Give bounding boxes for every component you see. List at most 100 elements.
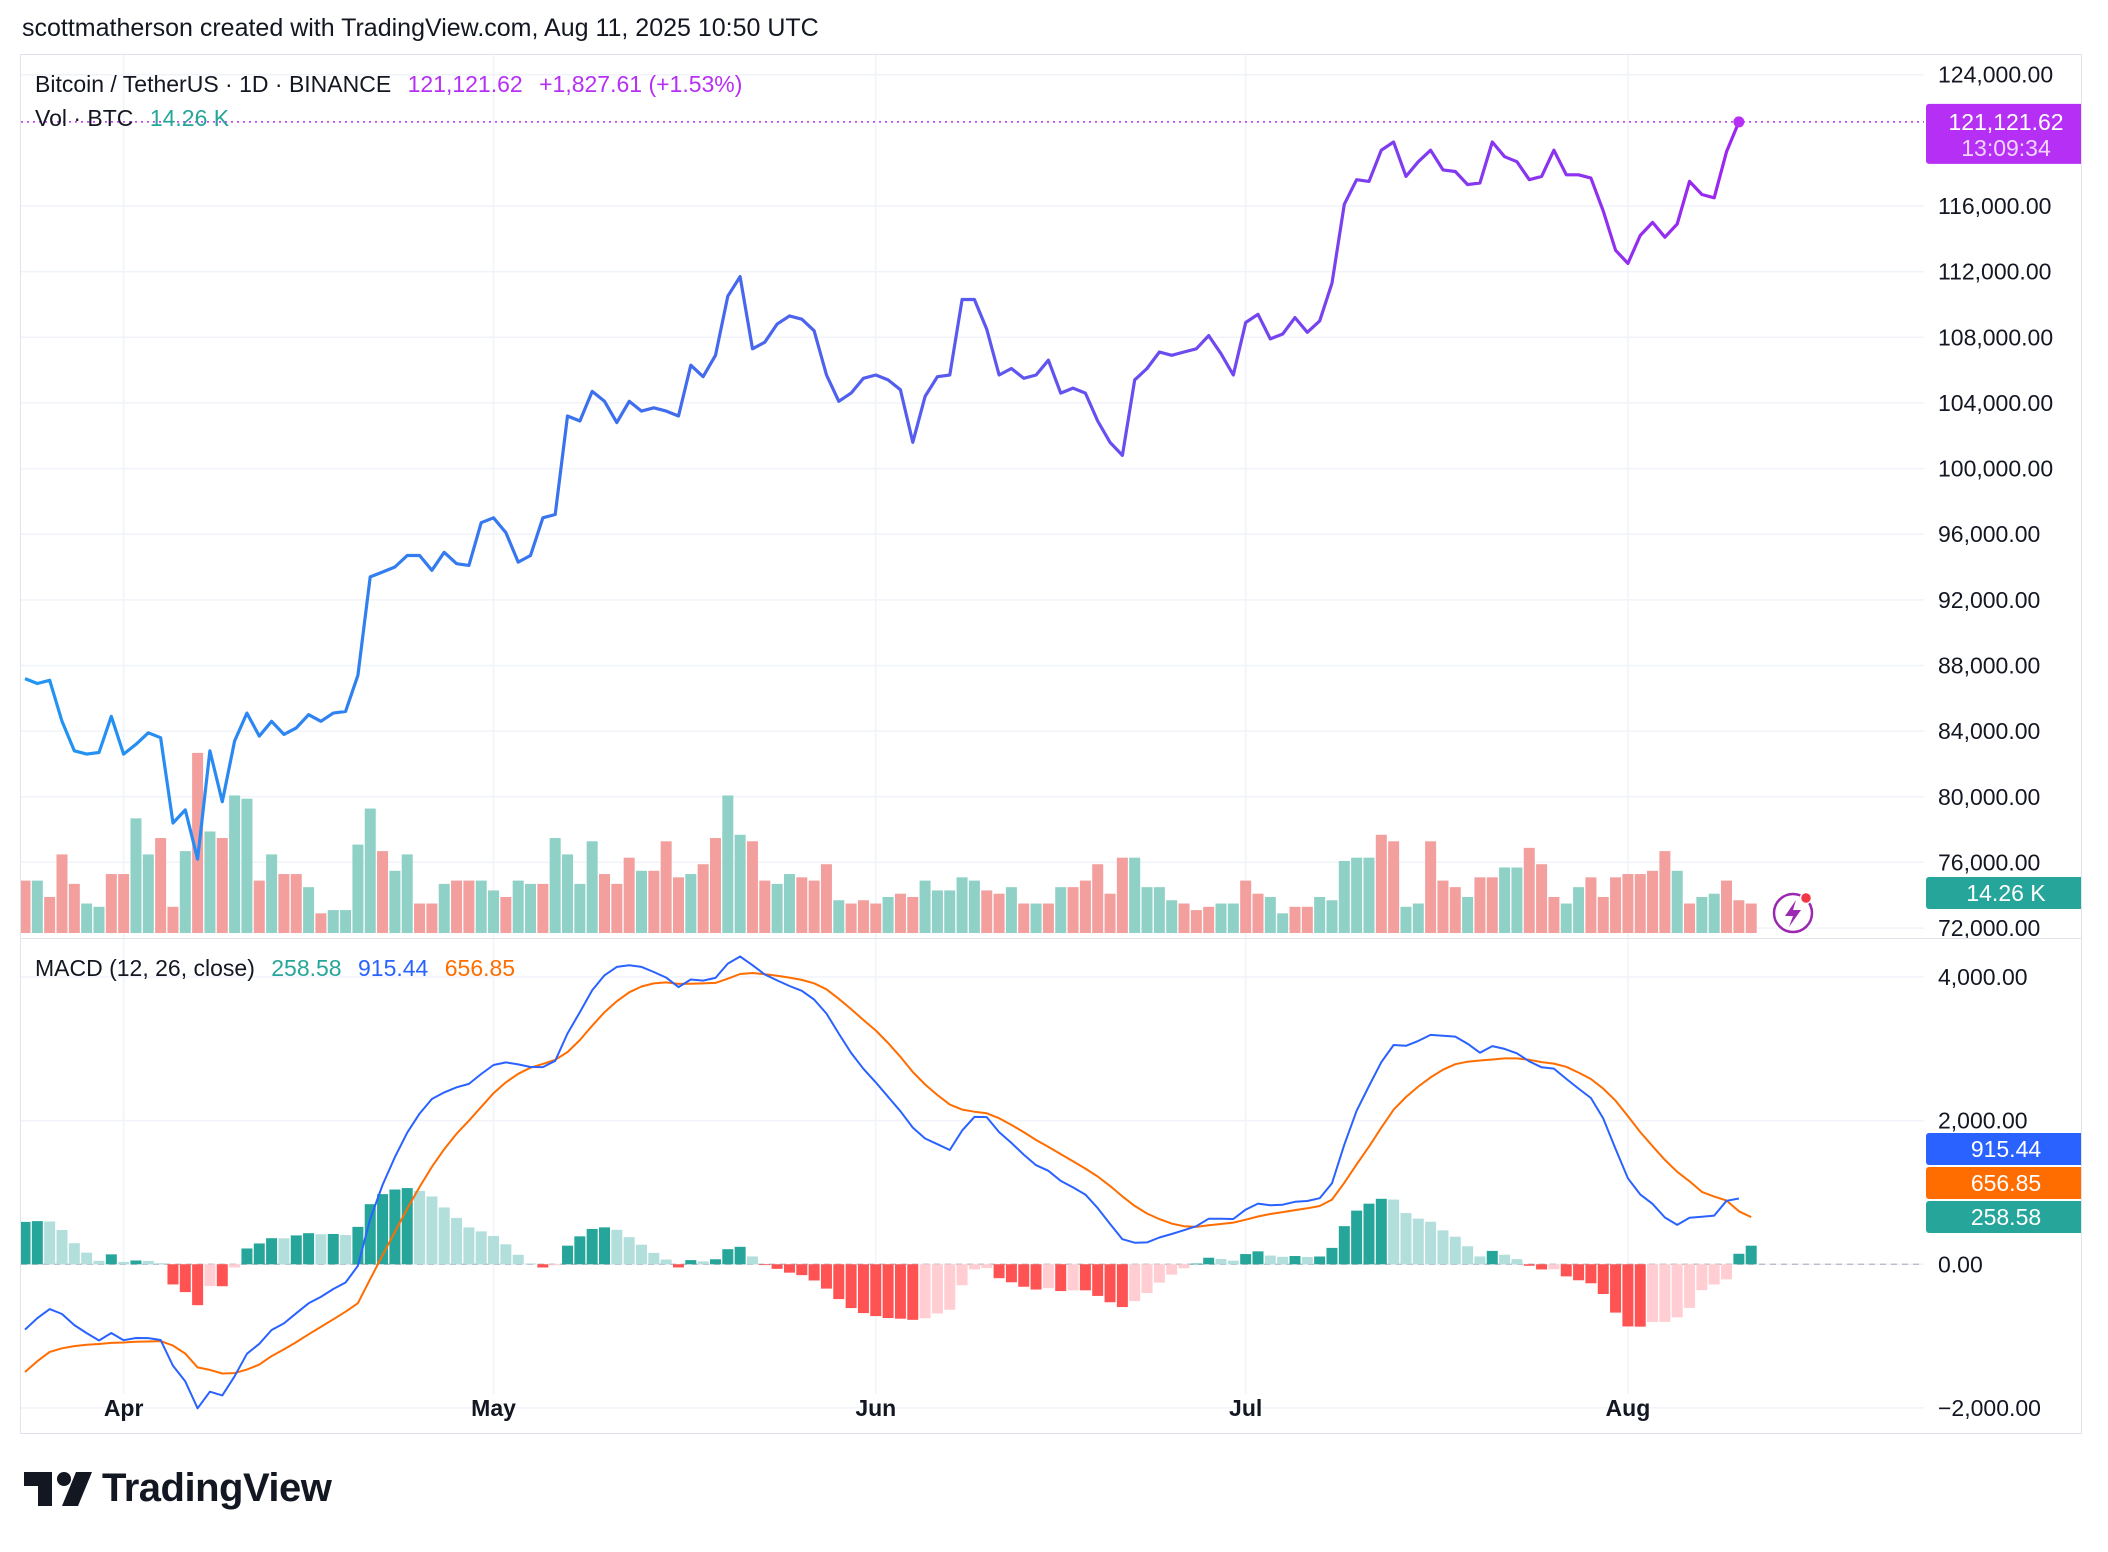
macd-title[interactable]: MACD (12, 26, close) [35, 955, 255, 981]
macd-histogram [21, 1188, 1757, 1327]
macd-hist-bar [1264, 1255, 1276, 1265]
symbol-legend[interactable]: Bitcoin / TetherUS · 1D · BINANCE 121,12… [35, 71, 752, 98]
lightning-icon-bolt[interactable] [1785, 900, 1801, 927]
volume-bar [1696, 896, 1708, 933]
volume-bar [204, 831, 216, 933]
volume-bar [1573, 887, 1585, 933]
volume-bar [1622, 874, 1634, 933]
tradingview-logo[interactable]: TradingView [24, 1466, 332, 1511]
volume-bar [931, 890, 943, 933]
volume-bar [1005, 887, 1017, 933]
price-axis-tick-label: 76,000.00 [1938, 849, 2040, 875]
macd-hist-bar [1449, 1236, 1461, 1265]
volume-bar [845, 903, 857, 933]
volume-bar [56, 854, 68, 933]
macd-hist-bar [734, 1246, 746, 1265]
volume-bar [1400, 906, 1412, 933]
volume-bar [660, 841, 672, 933]
tradingview-wordmark: TradingView [102, 1466, 332, 1510]
macd-hist-bar [857, 1264, 869, 1314]
macd-hist-bar [1005, 1264, 1017, 1283]
macd-hist-bar [1486, 1250, 1498, 1265]
volume-bar [21, 880, 31, 933]
volume-bar [636, 870, 647, 933]
macd-value-tag-text: 915.44 [1971, 1136, 2042, 1162]
macd-hist-bar [500, 1244, 512, 1265]
last-price-tag-subtext: 13:09:34 [1961, 135, 2051, 161]
volume-bar [857, 900, 869, 933]
lightning-icon[interactable] [1772, 891, 1814, 934]
volume-tag-text: 14.26 K [1966, 880, 2046, 906]
macd-hist-bar [549, 1264, 561, 1266]
macd-hist-bar [648, 1252, 660, 1265]
volume-bar [956, 877, 968, 933]
volume-bar [364, 808, 376, 933]
macd-line[interactable] [24, 955, 1740, 1410]
macd-hist-bar [1511, 1259, 1523, 1265]
macd-hist-bar [759, 1264, 771, 1266]
volume-bar [771, 883, 783, 933]
macd-hist-bar [1622, 1264, 1634, 1327]
price-axis-tick-label: 72,000.00 [1938, 915, 2040, 938]
volume-bar [820, 864, 832, 933]
volume-bar [1659, 851, 1671, 933]
volume-bar [685, 874, 697, 933]
month-axis-label: Jul [1229, 1395, 1262, 1421]
macd-legend[interactable]: MACD (12, 26, close) 258.58 915.44 656.8… [35, 955, 525, 982]
volume-bar [672, 877, 684, 933]
macd-pane[interactable]: −2,000.00 0.00 2,000.00 4,000.00 Apr May Jun Ju… [20, 938, 2082, 1434]
volume-bar [1289, 906, 1301, 933]
volume-bar [130, 818, 142, 933]
macd-hist-bar [1437, 1230, 1449, 1265]
volume-bar [1190, 910, 1202, 933]
macd-hist-bar [660, 1259, 672, 1265]
volume-bar [648, 870, 660, 933]
volume-bar [1462, 896, 1474, 933]
volume-bar [1104, 893, 1116, 933]
volume-title[interactable]: Vol · BTC [35, 105, 134, 131]
volume-bar [31, 880, 43, 933]
volume-bar [993, 893, 1005, 933]
macd-hist-bar [303, 1233, 315, 1265]
volume-bar [1326, 900, 1338, 933]
price-pane[interactable]: 72,000.00 76,000.00 80,000.00 84,000.00 88,0… [20, 54, 2082, 939]
price-axis-tick-label: 88,000.00 [1938, 652, 2040, 678]
volume-legend[interactable]: Vol · BTC 14.26 K [35, 105, 239, 132]
hist-value-tag: 258.58 [1926, 1201, 2081, 1233]
macd-signal-line[interactable] [24, 972, 1752, 1375]
macd-hist-bar [68, 1243, 80, 1265]
volume-bar [1240, 880, 1252, 933]
volume-bar [352, 844, 364, 933]
volume-bar [759, 880, 771, 933]
macd-hist-bar [1400, 1213, 1412, 1265]
volume-bar [229, 795, 241, 933]
price-line[interactable] [24, 121, 1741, 861]
tradingview-mark-icon [24, 1471, 92, 1506]
macd-hist-bar [290, 1235, 302, 1265]
volume-bar [1203, 906, 1215, 933]
macd-hist-bar [981, 1264, 993, 1269]
macd-hist-bar [1684, 1264, 1696, 1308]
macd-hist-bar [81, 1252, 93, 1265]
volume-bar [438, 883, 450, 933]
macd-hist-bar [1178, 1264, 1190, 1269]
macd-hist-bar [1092, 1264, 1104, 1296]
volume-bar [525, 883, 537, 933]
volume-bar [266, 854, 278, 933]
macd-axis-tick-label: 4,000.00 [1938, 964, 2028, 990]
volume-bars [21, 752, 1757, 933]
macd-hist-bar [586, 1228, 598, 1265]
macd-hist-bar [216, 1264, 228, 1287]
volume-bar [1523, 847, 1535, 933]
symbol-title[interactable]: Bitcoin / TetherUS · 1D · BINANCE [35, 71, 392, 97]
macd-hist-bar [870, 1264, 882, 1317]
macd-hist-bar [229, 1264, 241, 1268]
macd-hist-bar [1153, 1264, 1165, 1283]
volume-bar [253, 880, 265, 933]
volume-value: 14.26 K [149, 105, 230, 131]
volume-bar [870, 903, 882, 933]
macd-grid [21, 939, 1924, 1409]
macd-hist-bar [1240, 1254, 1252, 1265]
macd-hist-bar [105, 1254, 117, 1265]
volume-bar [1499, 867, 1511, 933]
